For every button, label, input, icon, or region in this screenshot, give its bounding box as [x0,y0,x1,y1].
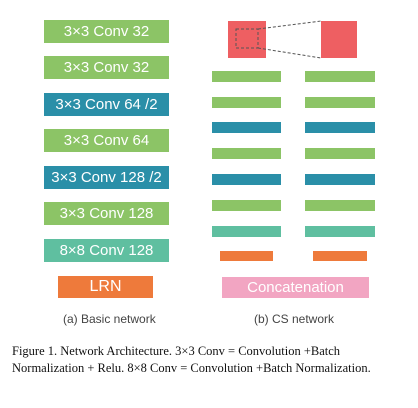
cs-left-layer-6 [212,200,281,211]
source-image-patch [228,21,266,58]
cs-left-layer-5 [212,174,281,185]
cropped-patch [321,21,357,58]
cs-right-layer-5 [305,174,375,185]
cs-left-layer-4 [212,148,281,159]
cs-right-layer-1 [305,71,375,82]
basic-block-lrn: LRN [58,276,153,298]
cs-left-layer-2 [212,97,281,108]
cs-left-layer-3 [212,122,281,133]
cs-right-output-bar [313,251,367,261]
cs-left-layer-1 [212,71,281,82]
basic-block-6: 3×3 Conv 128 [44,202,169,225]
cs-left-layer-7 [212,226,281,237]
cs-right-layer-4 [305,148,375,159]
basic-block-3: 3×3 Conv 64 /2 [44,93,169,116]
cs-network-sublabel: (b) CS network [254,312,335,326]
cs-right-layer-3 [305,122,375,133]
zoom-line-bottom [257,47,322,59]
concatenation-block: Concatenation [222,277,369,298]
cs-right-layer-2 [305,97,375,108]
cs-right-layer-6 [305,200,375,211]
cs-right-layer-7 [305,226,375,237]
basic-block-1: 3×3 Conv 32 [44,20,169,43]
crop-region-box [235,28,259,49]
basic-block-4: 3×3 Conv 64 [44,129,169,152]
basic-network-sublabel: (a) Basic network [63,312,156,326]
cs-left-output-bar [220,251,273,261]
crop-illustration [228,20,357,59]
basic-block-7: 8×8 Conv 128 [44,239,169,262]
figure-caption: Figure 1. Network Architecture. 3×3 Conv… [12,344,371,375]
basic-block-5: 3×3 Conv 128 /2 [44,166,169,189]
zoom-line-top [257,20,322,30]
basic-block-2: 3×3 Conv 32 [44,56,169,79]
